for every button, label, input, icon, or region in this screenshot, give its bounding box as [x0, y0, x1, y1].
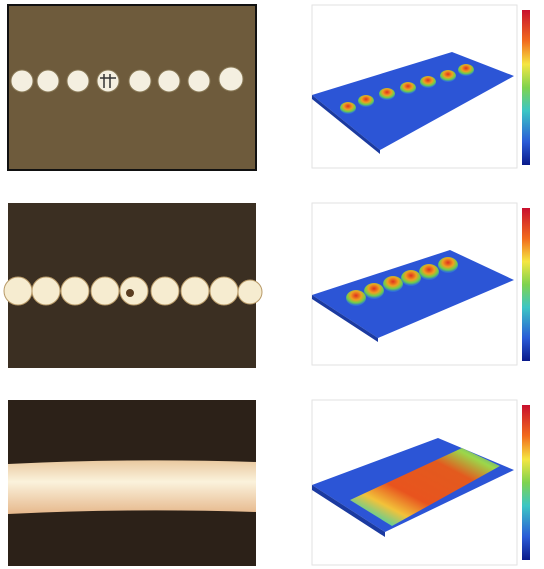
profile-1	[312, 5, 530, 168]
micrograph-1	[8, 5, 256, 170]
profile-2	[312, 203, 530, 365]
micrograph-2	[4, 203, 262, 368]
micrograph-3	[8, 400, 256, 566]
profile-3	[312, 400, 530, 565]
figure	[0, 0, 544, 569]
page	[0, 0, 544, 569]
